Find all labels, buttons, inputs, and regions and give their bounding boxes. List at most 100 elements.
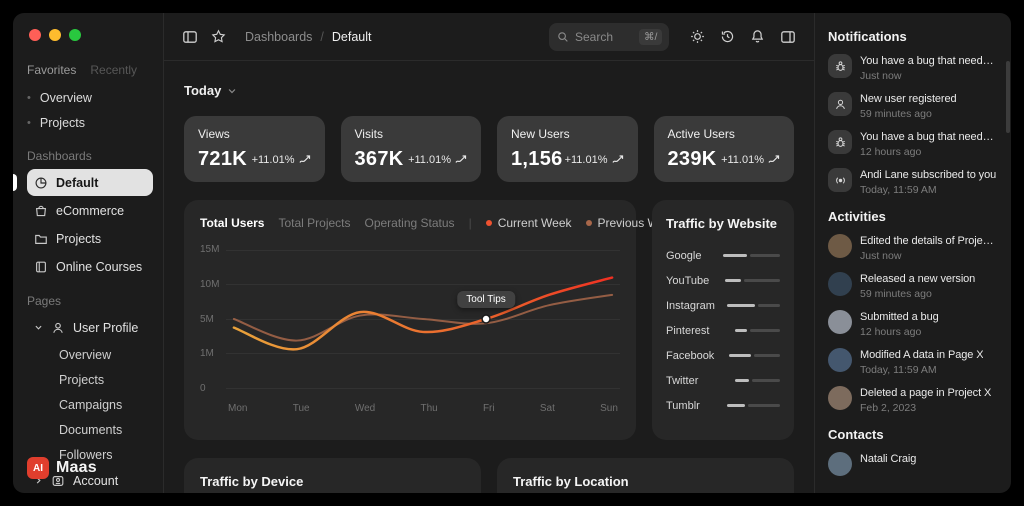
- zoom-window-button[interactable]: [69, 29, 81, 41]
- activity-item[interactable]: Edited the details of Project X Just now: [828, 234, 998, 263]
- sidebar-subitem-documents[interactable]: Documents: [27, 417, 153, 442]
- website-bar: [725, 279, 780, 282]
- website-row[interactable]: Google: [666, 243, 780, 268]
- website-row[interactable]: Twitter: [666, 368, 780, 393]
- stat-delta: +11.01%: [565, 154, 624, 166]
- tab-recently[interactable]: Recently: [90, 63, 138, 77]
- chart-tooltip: Tool Tips: [457, 291, 515, 308]
- sidebar-item-projects[interactable]: • Projects: [27, 110, 153, 135]
- stat-card-visits[interactable]: Visits 367K +11.01%: [340, 116, 481, 182]
- breadcrumb-default[interactable]: Default: [331, 29, 372, 44]
- contacts-heading: Contacts: [828, 427, 884, 442]
- tab-operating-status[interactable]: Operating Status: [364, 216, 455, 230]
- website-row[interactable]: Facebook: [666, 343, 780, 368]
- period-selector[interactable]: Today: [184, 83, 237, 98]
- sidebar-item-online-courses[interactable]: Online Courses: [27, 253, 153, 280]
- toggle-right-sidebar-button[interactable]: [780, 29, 796, 45]
- stat-card-active-users[interactable]: Active Users 239K +11.01%: [653, 116, 794, 182]
- website-name: Facebook: [666, 349, 715, 362]
- sidebar-item-default[interactable]: Default: [13, 169, 153, 196]
- sun-icon: [691, 30, 704, 43]
- line-chart: [232, 276, 614, 351]
- activity-item[interactable]: Modified A data in Page X Today, 11:59 A…: [828, 348, 998, 377]
- stat-delta: +11.01%: [408, 154, 467, 166]
- sidebar-item-account[interactable]: Account: [27, 467, 153, 493]
- activity-item[interactable]: Submitted a bug 12 hours ago: [828, 310, 998, 339]
- website-name: Instagram: [666, 299, 715, 312]
- user-icon: [53, 322, 63, 333]
- y-tick: 5M: [200, 313, 214, 325]
- left-sidebar: Favorites Recently • Overview • Projects…: [13, 13, 164, 493]
- contact-item[interactable]: Natali Craig: [828, 452, 998, 476]
- sidebar-subitem-label: Followers: [59, 447, 113, 462]
- website-bar: [729, 354, 780, 357]
- history-icon: [721, 30, 734, 43]
- star-icon: [211, 29, 226, 43]
- bug-icon: [828, 54, 852, 78]
- history-button[interactable]: [720, 29, 735, 44]
- notification-item[interactable]: You have a bug that needs t... Just now: [828, 54, 998, 83]
- app-window: Favorites Recently • Overview • Projects…: [13, 13, 1011, 493]
- x-tick: Thu: [420, 403, 438, 414]
- website-row[interactable]: Tumblr: [666, 393, 780, 418]
- x-tick: Sun: [600, 403, 618, 414]
- sidebar-item-projects-dashboard[interactable]: Projects: [27, 225, 153, 252]
- current-week-line: [232, 276, 614, 351]
- search-input[interactable]: [575, 29, 633, 44]
- minimize-window-button[interactable]: [49, 29, 61, 41]
- top-bar: Dashboards / Default ⌘/: [164, 13, 814, 61]
- breadcrumb-dashboards[interactable]: Dashboards: [245, 29, 313, 44]
- activity-text: Edited the details of Project X: [860, 235, 998, 247]
- trend-up-icon: [611, 154, 623, 163]
- sidebar-item-user-profile[interactable]: User Profile: [27, 314, 153, 341]
- tab-total-users[interactable]: Total Users: [200, 216, 265, 230]
- notification-item[interactable]: Andi Lane subscribed to you Today, 11:59…: [828, 168, 998, 197]
- sidebar-item-overview[interactable]: • Overview: [27, 85, 153, 110]
- close-window-button[interactable]: [29, 29, 41, 41]
- tab-total-projects[interactable]: Total Projects: [278, 216, 351, 230]
- activity-item[interactable]: Deleted a page in Project X Feb 2, 2023: [828, 386, 998, 415]
- stat-label: Active Users: [667, 127, 735, 141]
- favorite-page-button[interactable]: [211, 29, 226, 44]
- sidebar-subitem-overview[interactable]: Overview: [27, 342, 153, 367]
- activity-time: 59 minutes ago: [860, 288, 932, 300]
- sidebar-subitem-label: Documents: [59, 422, 123, 437]
- stat-card-new-users[interactable]: New Users 1,156 +11.01%: [497, 116, 638, 182]
- notification-item[interactable]: You have a bug that needs t... 12 hours …: [828, 130, 998, 159]
- bell-icon: [751, 30, 764, 43]
- website-row[interactable]: Pinterest: [666, 318, 780, 343]
- sidebar-item-ecommerce[interactable]: eCommerce: [27, 197, 153, 224]
- search-icon: [558, 31, 568, 42]
- id-badge-icon: [52, 475, 64, 486]
- website-bar: [735, 329, 780, 332]
- sidebar-subitem-campaigns[interactable]: Campaigns: [27, 392, 153, 417]
- stat-card-views[interactable]: Views 721K +11.01%: [184, 116, 325, 182]
- theme-toggle-button[interactable]: [690, 29, 705, 44]
- card-title: Traffic by Website: [666, 216, 778, 231]
- panel-left-icon: [183, 30, 197, 43]
- tab-favorites[interactable]: Favorites: [27, 63, 77, 77]
- card-title: Traffic by Device: [200, 474, 304, 489]
- y-tick: 1M: [200, 348, 214, 360]
- website-row[interactable]: YouTube: [666, 268, 780, 293]
- y-tick: 10M: [200, 278, 220, 290]
- broadcast-icon: [828, 168, 852, 192]
- scrollbar-thumb[interactable]: [1006, 61, 1010, 133]
- notifications-heading: Notifications: [828, 29, 907, 44]
- sidebar-subitem-projects[interactable]: Projects: [27, 367, 153, 392]
- legend-dot-icon: [585, 220, 592, 226]
- breadcrumb: Dashboards / Default: [245, 30, 372, 44]
- website-row[interactable]: Instagram: [666, 293, 780, 318]
- sidebar-subitem-label: Overview: [59, 347, 112, 362]
- bug-icon: [828, 130, 852, 154]
- notification-item[interactable]: New user registered 59 minutes ago: [828, 92, 998, 121]
- activity-item[interactable]: Released a new version 59 minutes ago: [828, 272, 998, 301]
- search-box[interactable]: ⌘/: [549, 22, 669, 51]
- sidebar-item-label: Projects: [56, 231, 102, 246]
- y-tick: 0: [200, 383, 206, 394]
- toggle-left-sidebar-button[interactable]: [182, 29, 198, 45]
- activity-time: Just now: [860, 250, 902, 262]
- sidebar-subitem-followers[interactable]: Followers: [27, 442, 153, 467]
- notifications-button[interactable]: [750, 29, 765, 44]
- stat-value: 239K: [667, 148, 717, 170]
